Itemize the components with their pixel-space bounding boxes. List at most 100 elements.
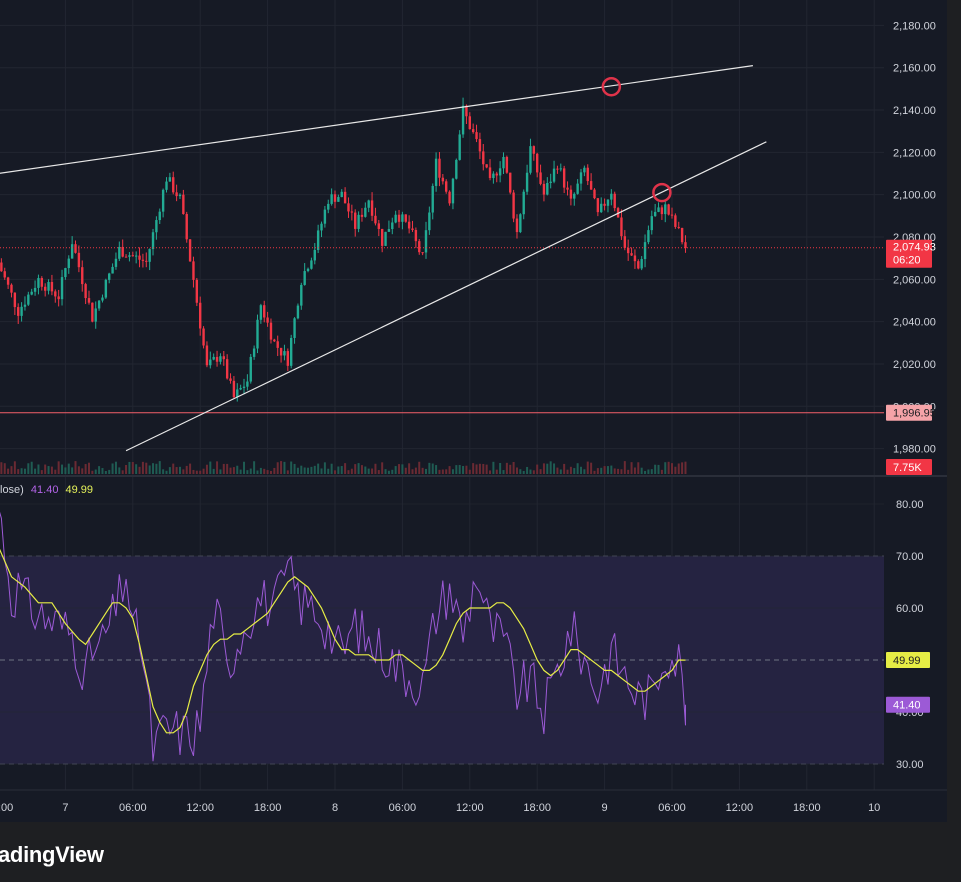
- volume-bar: [644, 470, 647, 474]
- candle-body: [340, 191, 343, 198]
- rsi-ma-line: [0, 548, 686, 734]
- candle-body: [485, 164, 488, 168]
- volume-bar: [354, 464, 357, 474]
- volume-bar: [195, 470, 198, 474]
- candle-body: [421, 252, 424, 254]
- wedge-lower-trendline: [125, 141, 767, 452]
- candle-body: [579, 172, 583, 184]
- volume-bar: [485, 464, 488, 474]
- candle-body: [20, 306, 23, 316]
- candle-body: [13, 292, 17, 308]
- candle-body: [172, 177, 175, 193]
- volume-bar: [114, 461, 117, 474]
- candle-body: [667, 204, 670, 215]
- rsi-ma-badge-label: 49.99: [893, 655, 921, 667]
- candle-body: [192, 261, 195, 280]
- chart-canvas[interactable]: 2,180.00 2,160.00 2,140.00 2,120.00 2,100.00…: [0, 0, 961, 822]
- volume-bar: [280, 461, 283, 474]
- volume-bar: [175, 467, 178, 474]
- volume-bar: [502, 470, 505, 474]
- volume-bar: [475, 464, 478, 474]
- candle-body: [91, 302, 94, 322]
- candle-body: [323, 209, 327, 224]
- volume-bar: [441, 469, 444, 474]
- candle-body: [165, 181, 168, 190]
- volume-bar: [529, 469, 532, 474]
- volume-bar: [236, 465, 239, 474]
- candle-body: [357, 214, 360, 229]
- candle-body: [441, 177, 445, 182]
- candle-body: [81, 267, 84, 285]
- volume-bar: [182, 469, 185, 474]
- volume-bar: [509, 464, 512, 474]
- candle-body: [306, 268, 310, 272]
- volume-bar: [627, 469, 630, 474]
- volume-bar: [681, 462, 684, 474]
- candle-body: [229, 378, 232, 381]
- volume-bar: [371, 468, 374, 474]
- support-price-label: 1,996.95: [893, 408, 936, 420]
- candle-body: [660, 207, 664, 215]
- volume-bar: [404, 467, 407, 474]
- volume-bar: [367, 468, 370, 474]
- volume-bar: [10, 466, 13, 474]
- candle-body: [573, 193, 576, 199]
- volume-bar: [424, 468, 427, 474]
- candle-body: [576, 183, 579, 194]
- candle-body: [121, 246, 124, 257]
- candle-body: [674, 215, 677, 227]
- volume-bar: [603, 466, 606, 474]
- volume-bar: [600, 467, 603, 474]
- candle-body: [354, 212, 357, 229]
- volume-bar: [411, 469, 414, 474]
- volume-bar: [273, 467, 276, 474]
- volume-bar: [87, 462, 90, 474]
- volume-bar: [492, 461, 495, 474]
- candle-body: [397, 214, 401, 222]
- candle-body: [236, 389, 239, 398]
- volume-bar: [414, 467, 417, 474]
- candle-body: [424, 230, 428, 253]
- volume-bar: [350, 468, 353, 474]
- support-price-badge: [886, 404, 932, 421]
- volume-bar: [482, 463, 485, 474]
- time-axis-label: 7: [62, 802, 68, 814]
- candle-body: [134, 255, 138, 257]
- candle-body: [448, 191, 451, 204]
- volume-bar: [573, 468, 576, 474]
- candle-body: [27, 294, 30, 305]
- candle-body: [482, 151, 485, 165]
- candle-body: [67, 258, 70, 269]
- candle-body: [128, 255, 131, 257]
- volume-bar: [94, 469, 97, 474]
- volume-bar: [243, 461, 246, 474]
- volume-bar: [347, 470, 350, 474]
- candle-body: [512, 192, 515, 219]
- volume-bar: [246, 470, 249, 474]
- candle-body: [451, 178, 455, 204]
- candle-body: [70, 244, 74, 259]
- volume-bar: [263, 468, 266, 474]
- candle-body: [370, 200, 374, 216]
- candle-body: [6, 277, 10, 285]
- candle-body: [168, 177, 172, 182]
- volume-bar: [421, 467, 424, 474]
- volume-bar: [317, 463, 320, 474]
- volume-bar: [364, 466, 367, 474]
- candle-body: [603, 203, 606, 206]
- candle-body: [185, 214, 188, 240]
- volume-bar: [162, 469, 165, 474]
- volume-bar: [684, 461, 687, 474]
- volume-bar: [222, 463, 225, 474]
- candle-body: [279, 347, 283, 356]
- volume-bar: [101, 468, 104, 474]
- volume-bar: [563, 463, 566, 474]
- candle-body: [519, 214, 522, 233]
- volume-bar: [536, 464, 539, 474]
- volume-bar: [64, 467, 67, 474]
- candle-body: [273, 339, 276, 342]
- candle-body: [401, 214, 404, 222]
- brand-logo-text: adingView: [0, 842, 104, 867]
- volume-bar: [495, 469, 498, 474]
